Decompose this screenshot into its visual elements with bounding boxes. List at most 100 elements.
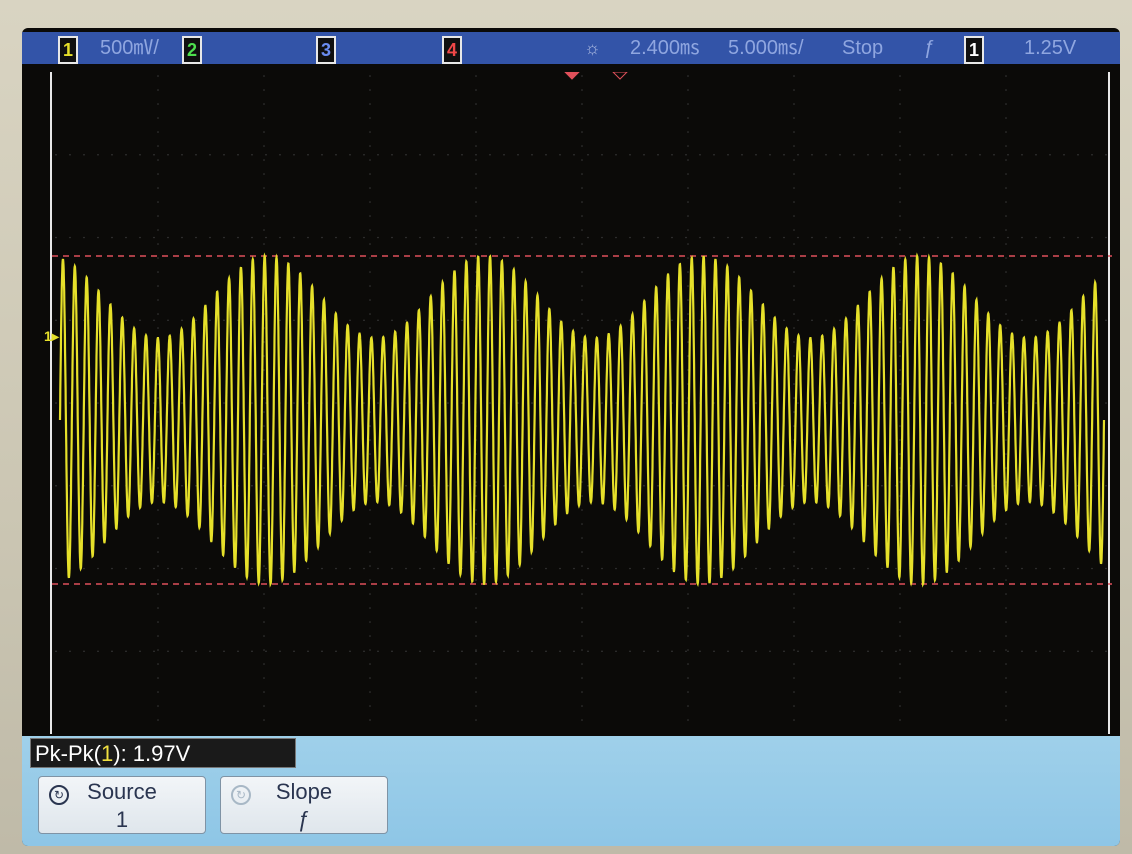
- grid-dot: [581, 313, 583, 315]
- grid-dot: [419, 567, 421, 570]
- grid-dot: [157, 271, 159, 273]
- grid-dot: [615, 236, 617, 239]
- waveform-area[interactable]: [50, 72, 1112, 734]
- grid-dot: [793, 103, 795, 105]
- grid-dot: [209, 650, 211, 653]
- grid-dot: [1035, 567, 1037, 570]
- grid-dot: [1091, 153, 1093, 156]
- trigger-source-badge[interactable]: 1: [964, 36, 985, 64]
- grid-dot: [475, 145, 477, 147]
- grid-dot: [157, 243, 159, 245]
- grid-dot: [629, 153, 631, 156]
- grid-dot: [157, 705, 159, 707]
- grid-dot: [581, 327, 583, 329]
- grid-dot: [321, 484, 323, 487]
- grid-dot: [687, 579, 689, 581]
- grid-dot: [263, 383, 265, 385]
- grid-dot: [139, 402, 141, 404]
- grid-dot: [1005, 75, 1007, 77]
- grid-dot: [475, 509, 477, 511]
- grid-dot: [629, 236, 631, 239]
- grid-dot: [263, 355, 265, 357]
- grid-dot: [405, 484, 407, 487]
- grid-dot: [475, 663, 477, 665]
- grid-dot: [369, 271, 371, 273]
- grid-dot: [793, 537, 795, 539]
- grid-dot: [993, 319, 995, 322]
- grid-dot: [157, 229, 159, 231]
- grid-dot: [369, 117, 371, 119]
- grid-dot: [839, 650, 841, 653]
- grid-dot: [899, 593, 901, 595]
- grid-dot: [195, 319, 197, 322]
- grid-dot: [581, 705, 583, 707]
- grid-dot: [899, 327, 901, 329]
- grid-dot: [419, 484, 421, 487]
- grid-dot: [335, 567, 337, 570]
- grid-dot: [475, 257, 477, 259]
- grid-dot: [1063, 236, 1065, 239]
- grid-dot: [475, 201, 477, 203]
- grid-dot: [55, 319, 57, 322]
- grid-dot: [993, 153, 995, 156]
- grid-dot: [1007, 567, 1009, 570]
- grid-dot: [581, 677, 583, 679]
- grid-dot: [1005, 327, 1007, 329]
- grid-dot: [369, 467, 371, 469]
- grid-dot: [545, 567, 547, 570]
- channel-2-badge[interactable]: 2: [182, 36, 203, 64]
- grid-dot: [125, 319, 127, 322]
- grid-dot: [581, 285, 583, 287]
- grid-dot: [687, 299, 689, 301]
- grid-dot: [157, 313, 159, 315]
- grid-dot: [687, 607, 689, 609]
- grid-dot: [263, 677, 265, 679]
- grid-dot: [1105, 402, 1107, 404]
- grid-dot: [195, 650, 197, 653]
- grid-dot: [237, 567, 239, 570]
- channel-1-ground-marker[interactable]: 1▸: [44, 328, 59, 344]
- grid-dot: [601, 567, 603, 570]
- grid-dot: [965, 236, 967, 239]
- source-softkey[interactable]: ↻ Source 1: [38, 776, 206, 834]
- grid-dot: [349, 484, 351, 487]
- grid-dot: [1021, 153, 1023, 156]
- grid-dot: [1005, 117, 1007, 119]
- grid-dot: [755, 319, 757, 322]
- grid-dot: [581, 495, 583, 497]
- grid-dot: [125, 650, 127, 653]
- measurement-cursors: [52, 255, 1112, 585]
- grid-dot: [369, 593, 371, 595]
- grid-dot: [793, 691, 795, 693]
- grid-dot: [265, 236, 267, 239]
- grid-dot: [899, 201, 901, 203]
- grid-dot: [581, 635, 583, 637]
- grid-dot: [517, 236, 519, 239]
- grid-dot: [559, 650, 561, 653]
- measurement-channel: 1: [101, 741, 114, 766]
- grid-dot: [793, 131, 795, 133]
- grid-dot: [263, 635, 265, 637]
- grid-dot: [263, 663, 265, 665]
- channel-4-badge[interactable]: 4: [442, 36, 463, 64]
- grid-dot: [867, 567, 869, 570]
- grid-dot: [629, 567, 631, 570]
- grid-dot: [951, 484, 953, 487]
- grid-dot: [263, 537, 265, 539]
- grid-dot: [181, 153, 183, 156]
- slope-softkey[interactable]: ↻ Slope ƒ: [220, 776, 388, 834]
- channel-3-badge[interactable]: 3: [316, 36, 337, 64]
- grid-dot: [1063, 402, 1065, 404]
- grid-dot: [475, 495, 477, 497]
- grid-dot: [1035, 650, 1037, 653]
- grid-dot: [475, 117, 477, 119]
- grid-dot: [157, 411, 159, 413]
- grid-dot: [307, 319, 309, 322]
- grid-dot: [369, 677, 371, 679]
- channel-1-badge[interactable]: 1: [58, 36, 79, 64]
- grid-dot: [405, 236, 407, 239]
- grid-dot: [687, 229, 689, 231]
- grid-dot: [391, 319, 393, 322]
- grid-dot: [475, 705, 477, 707]
- grid-dot: [263, 509, 265, 511]
